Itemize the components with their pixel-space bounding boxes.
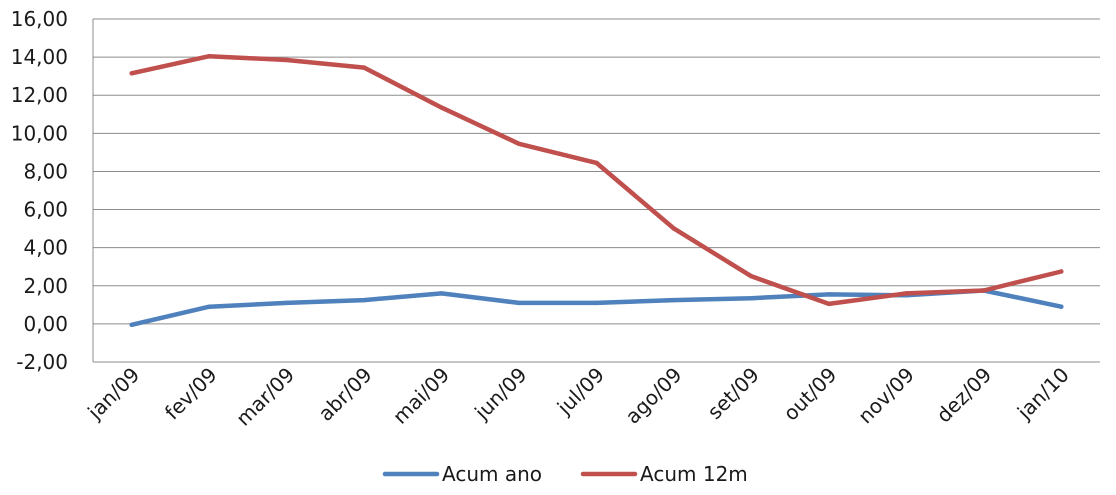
- legend-label: Acum ano: [442, 462, 542, 486]
- data-point: [594, 160, 599, 166]
- data-point: [129, 71, 134, 76]
- gridlines: [93, 18, 1100, 363]
- data-point: [826, 301, 832, 307]
- data-point: [516, 300, 522, 306]
- x-tick-label: nov/09: [853, 363, 919, 429]
- x-tick-label: dez/09: [932, 363, 997, 428]
- series-lines: [129, 53, 1064, 328]
- y-tick-label: 6,00: [23, 198, 68, 222]
- data-point: [749, 274, 754, 279]
- data-point: [439, 291, 444, 296]
- data-point: [516, 141, 522, 147]
- y-tick-label: 12,00: [11, 83, 68, 107]
- y-tick-label: 14,00: [11, 45, 68, 69]
- legend: Acum ano Acum 12m: [382, 462, 748, 486]
- data-point: [284, 300, 289, 306]
- x-tick-label: mar/09: [231, 363, 299, 431]
- y-axis-tick-labels: -2,00 0,00 2,00 4,00 6,00 8,00 10,00 12,00 14,00…: [11, 7, 68, 374]
- data-point: [1059, 269, 1064, 274]
- data-point: [671, 226, 677, 231]
- x-tick-label: jan/09: [82, 363, 144, 425]
- y-tick-label: 16,00: [11, 7, 68, 31]
- x-tick-label: abr/09: [313, 363, 376, 426]
- x-tick-label: fev/09: [160, 363, 222, 425]
- x-tick-label: set/09: [703, 363, 764, 424]
- x-tick-label: mai/09: [388, 363, 454, 429]
- y-tick-label: 0,00: [23, 312, 68, 336]
- series-line-acum-12m: [129, 53, 1064, 307]
- data-point: [129, 322, 134, 328]
- data-point: [206, 304, 212, 309]
- y-tick-label: -2,00: [16, 350, 68, 374]
- x-tick-label: jun/09: [469, 363, 531, 425]
- x-tick-label: jan/10: [1012, 363, 1074, 425]
- y-tick-label: 10,00: [11, 121, 68, 145]
- series-line-acum-ano: [129, 288, 1064, 328]
- data-point: [904, 291, 909, 296]
- x-tick-label: ago/09: [620, 363, 686, 429]
- data-point: [206, 53, 212, 59]
- data-point: [826, 292, 832, 297]
- y-tick-label: 4,00: [23, 236, 68, 260]
- data-point: [284, 57, 289, 63]
- data-point: [1059, 304, 1064, 309]
- data-point: [361, 65, 367, 70]
- x-axis-tick-labels: jan/09 fev/09 mar/09 abr/09 mai/09 jun/09 jul/…: [82, 363, 1074, 431]
- x-tick-label: out/09: [779, 363, 842, 426]
- legend-label: Acum 12m: [640, 462, 748, 486]
- data-point: [361, 297, 367, 303]
- data-point: [439, 105, 444, 110]
- y-tick-label: 8,00: [23, 159, 68, 183]
- data-point: [981, 288, 987, 293]
- x-tick-label: jul/09: [552, 363, 609, 420]
- data-point: [671, 297, 677, 303]
- y-tick-label: 2,00: [23, 274, 68, 298]
- data-point: [594, 300, 599, 306]
- data-point: [749, 295, 754, 301]
